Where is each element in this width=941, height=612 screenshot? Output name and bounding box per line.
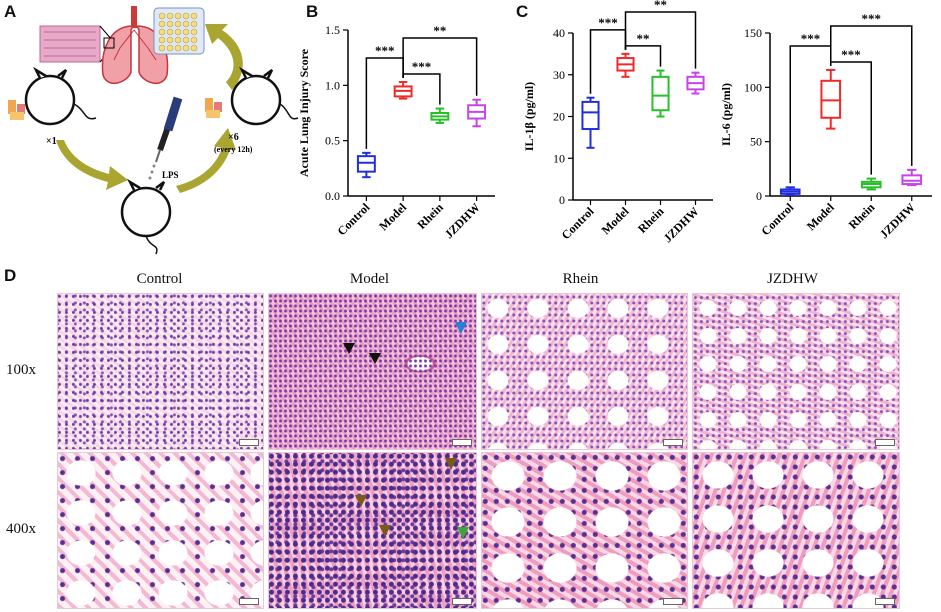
mouse-icon-bottom <box>120 178 172 255</box>
tissue-section-thumbnail <box>39 25 101 63</box>
experiment-schematic: ×1 ×6 (every 12h) LPS <box>8 6 299 255</box>
significance-bracket <box>365 57 404 149</box>
x-tick-label: Control <box>758 200 796 238</box>
medicine-bottles-icon-left <box>8 100 25 120</box>
green-arrow-icon <box>457 527 469 539</box>
histology-jzdhw-400x <box>692 452 900 609</box>
box-model <box>820 79 842 119</box>
dose-first-label: ×1 <box>46 136 57 147</box>
black-arrow-icon <box>343 343 355 354</box>
column-title-rhein: Rhein <box>562 271 599 287</box>
significance-label: *** <box>841 47 861 62</box>
histology-rhein-400x <box>481 452 688 609</box>
blue-arrow-icon <box>455 322 467 334</box>
x-tick-label: JZDHW <box>442 200 483 241</box>
significance-bracket <box>624 11 697 69</box>
chart-il1b: 0 10 20 30 40 IL-1β (pg/ml) Control Model RheinJ… <box>522 0 713 245</box>
x-tick-label: Model <box>376 200 409 233</box>
box-jzdhw <box>901 174 923 186</box>
x-tick-label: Rhein <box>414 200 446 232</box>
scale-bar <box>239 439 259 446</box>
panel-label-d: D <box>4 266 17 285</box>
x-tick-label: JZDHW <box>661 204 702 245</box>
column-title-control: Control <box>136 271 183 287</box>
significance-label: *** <box>862 11 882 26</box>
box-control <box>356 155 376 173</box>
panel-label-c: C <box>516 2 529 21</box>
y-tick-label: 10 <box>553 151 565 165</box>
pipette-icon <box>148 96 183 180</box>
significance-label: ** <box>637 31 650 46</box>
brown-arrow-icon <box>445 458 457 470</box>
column-title-jzdhw: JZDHW <box>767 271 818 287</box>
scale-bar <box>452 598 472 605</box>
brown-arrow-icon <box>379 525 391 537</box>
significance-bracket <box>402 37 478 96</box>
row-label-400x: 400x <box>6 521 36 537</box>
y-tick-label: 0.0 <box>325 189 340 203</box>
x-tick-label: Model <box>599 204 632 237</box>
panel-label-a: A <box>4 2 17 21</box>
black-arrow-icon <box>369 353 381 364</box>
y-tick-label: 0 <box>559 193 565 207</box>
arrow-down-icon <box>56 140 128 190</box>
column-title-model: Model <box>349 271 390 287</box>
significance-label: ** <box>433 23 446 38</box>
mouse-icon-left <box>24 66 97 126</box>
histology-rhein-100x <box>481 293 688 450</box>
arrow-up-icon <box>205 24 243 90</box>
y-tick-label: 0.5 <box>325 134 340 148</box>
chart-alis: 0.0 0.5 1.0 1.5 Acute Lung Injury Score Contr… <box>297 23 495 241</box>
y-axis-label: IL-1β (pg/ml) <box>522 82 536 151</box>
histology-control-400x <box>57 452 264 609</box>
panel-label-b: B <box>306 2 319 21</box>
significance-label: ** <box>654 0 667 12</box>
scale-bar <box>663 439 683 446</box>
brown-arrow-icon <box>355 495 367 507</box>
y-tick-label: 30 <box>553 68 565 82</box>
box-control <box>581 100 600 131</box>
scale-bar <box>875 598 895 605</box>
box-rhein <box>651 75 670 112</box>
scale-bar <box>663 598 683 605</box>
x-tick-label: Model <box>804 200 837 233</box>
scale-bar <box>452 439 472 446</box>
x-tick-label: Control <box>334 200 372 238</box>
medicine-bottles-icon-right <box>205 98 222 118</box>
y-tick-label: 100 <box>744 80 762 94</box>
significance-label: *** <box>412 59 432 74</box>
chart-il6: 0 50 100 150 IL-6 (pg/ml) Control Model Rhein JZ… <box>722 11 932 241</box>
y-tick-label: 50 <box>750 135 762 149</box>
y-tick-label: 20 <box>553 110 565 124</box>
scale-bar <box>239 598 259 605</box>
significance-bracket <box>830 25 913 166</box>
histology-model-400x <box>268 452 477 609</box>
row-label-100x: 100x <box>6 362 36 378</box>
significance-label: *** <box>801 31 821 46</box>
dose-second-label: ×6 <box>228 132 239 143</box>
x-tick-label: Rhein <box>846 200 878 232</box>
y-tick-label: 0 <box>756 189 762 203</box>
lps-label: LPS <box>162 170 179 180</box>
significance-label: *** <box>375 43 395 58</box>
arrow-right-up-icon <box>176 128 236 193</box>
workflow-arrows <box>56 24 243 193</box>
significance-label: *** <box>598 15 618 30</box>
dose-schedule-label: (every 12h) <box>214 145 253 154</box>
x-tick-label: Rhein <box>635 204 667 236</box>
y-tick-label: 40 <box>553 26 565 40</box>
x-tick-label: Control <box>559 204 597 242</box>
x-tick-label: JZDHW <box>877 200 918 241</box>
y-tick-label: 1.5 <box>325 23 340 37</box>
y-axis-label: IL-6 (pg/ml) <box>722 83 733 146</box>
histology-control-100x <box>57 293 264 450</box>
y-tick-label: 1.0 <box>325 78 340 92</box>
y-tick-label: 150 <box>744 26 762 40</box>
scale-bar <box>875 439 895 446</box>
mouse-icon-right <box>230 66 299 126</box>
well-plate-icon <box>153 7 205 55</box>
histology-jzdhw-100x <box>692 293 900 450</box>
y-axis-label: Acute Lung Injury Score <box>297 48 311 177</box>
histology-model-100x <box>268 293 477 450</box>
